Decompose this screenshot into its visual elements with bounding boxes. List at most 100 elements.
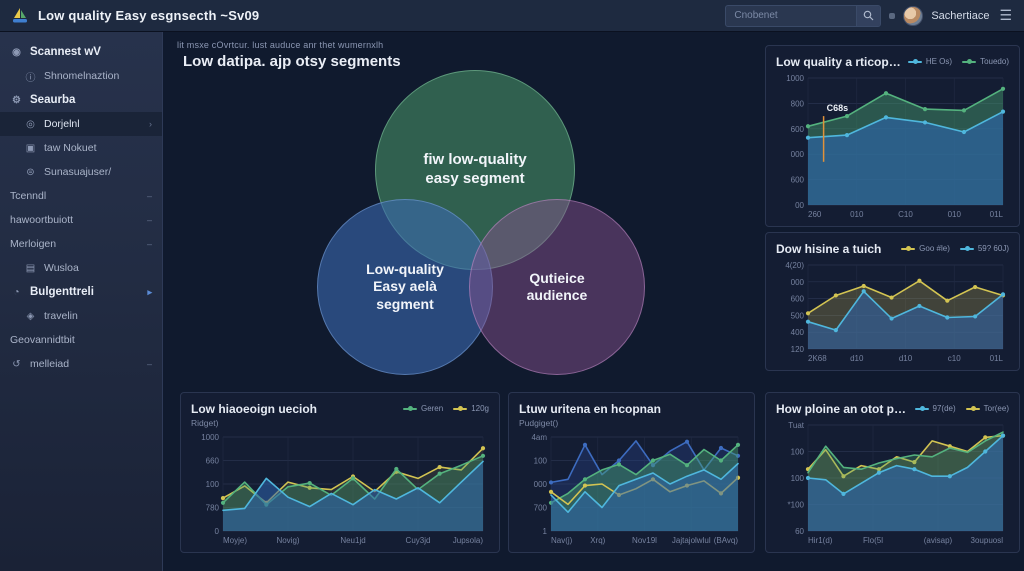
svg-text:01L: 01L — [990, 354, 1004, 363]
chart-card-ltuw-uritena: Ltuw uritena en hcopnan Pudgiget() 4am 100 0… — [508, 392, 755, 553]
svg-text:800: 800 — [791, 99, 805, 108]
svg-text:000: 000 — [534, 480, 548, 489]
sidebar-item-label: Dorjelnl — [44, 118, 80, 130]
main-content: lit msxe cOvrtcur. lust auduce anr thet … — [163, 32, 1024, 571]
svg-text:000: 000 — [791, 278, 805, 287]
ticket-icon: ▣ — [25, 142, 36, 154]
sidebar-item-taw-nokuet[interactable]: ▣ taw Nokuet — [0, 136, 162, 160]
svg-text:Nov19l: Nov19l — [632, 536, 657, 545]
svg-text:700: 700 — [534, 504, 548, 513]
sidebar-item-scannest-wv[interactable]: ◉ Scannest wV — [0, 40, 162, 64]
info-icon: ⓘ — [25, 72, 36, 84]
svg-text:2K68: 2K68 — [808, 354, 827, 363]
sidebar-item-label: Geovannidtbit — [10, 334, 75, 346]
scan-icon: ◉ — [12, 46, 21, 58]
sidebar-item-sunasuajuser[interactable]: ⊜ Sunasuajuser/ — [0, 160, 162, 184]
svg-text:100: 100 — [791, 448, 805, 457]
legend-swatch-icon — [907, 58, 922, 64]
legend-swatch-icon — [914, 405, 929, 411]
legend-swatch-icon — [965, 405, 980, 411]
sidebar-item-melleiad[interactable]: ↺ melleiad – — [0, 352, 162, 376]
svg-text:0: 0 — [215, 527, 220, 536]
venn-label-top: fiw low-quality easy segment — [423, 151, 527, 187]
chart-title: Ltuw uritena en hcopnan — [519, 402, 662, 416]
svg-text:600: 600 — [791, 125, 805, 134]
svg-text:4am: 4am — [531, 433, 547, 442]
sidebar-item-label: Scannest wV — [30, 46, 101, 58]
sidebar-item-wusloa[interactable]: ▤ Wusloa — [0, 256, 162, 280]
chart-title: How ploine an otot piors! — [776, 402, 909, 416]
svg-text:d10: d10 — [899, 354, 913, 363]
window-title: Low quality Easy esgnsecth ~Sv09 — [38, 8, 260, 23]
svg-text:Jajtajolwlul: Jajtajolwlul — [672, 536, 711, 545]
target-icon: ◎ — [26, 118, 35, 130]
venn-circle-left: Low-quality Easy aelà segment — [317, 199, 493, 375]
hamburger-menu-icon[interactable]: ☰ — [999, 7, 1012, 23]
svg-text:01L: 01L — [990, 210, 1004, 219]
legend-entry: 97(de) — [914, 404, 956, 413]
svg-text:Xrq): Xrq) — [590, 536, 605, 545]
gear-icon: ⚙ — [12, 94, 21, 106]
chart-legend: 97(de) Tor(ee) — [914, 402, 1009, 413]
chart-title: Low hiaoeoign uecioh — [191, 402, 317, 416]
venn-diagram: fiw low-quality easy segment Low-quality… — [163, 32, 763, 452]
chevron-right-icon: › — [149, 119, 152, 129]
venn-circle-right: Qutieice audience — [469, 199, 645, 375]
sidebar-item-bulgenttreli[interactable]: ◔ Bulgenttreli ▸ — [0, 280, 162, 304]
svg-text:(avisap): (avisap) — [924, 536, 953, 545]
svg-text:1: 1 — [543, 527, 548, 536]
history-icon: ↺ — [12, 358, 21, 370]
sidebar-item-label: taw Nokuet — [44, 142, 97, 154]
svg-text:3oupuosl: 3oupuosl — [971, 536, 1004, 545]
chart-plot: 4(20) 000 600 500 400 120 2K68 d10 d10 c10 01L — [776, 259, 1009, 364]
legend-swatch-icon — [402, 405, 417, 411]
svg-text:Neu1jd: Neu1jd — [340, 536, 365, 545]
svg-text:Hir1(d): Hir1(d) — [808, 536, 833, 545]
legend-entry: Touedo) — [962, 57, 1009, 66]
notification-icon[interactable] — [889, 12, 896, 19]
search-button[interactable] — [856, 5, 881, 26]
sidebar-item-label: Seaurba — [30, 94, 76, 106]
budget-icon: ◔ — [13, 286, 20, 298]
svg-text:100: 100 — [534, 457, 548, 466]
chart-card-dow-hisine: Dow hisine a tuich Goo #le) 59? 60J) 4(20) 0… — [765, 232, 1020, 371]
svg-text:(BAvq): (BAvq) — [714, 536, 739, 545]
svg-text:Moyje): Moyje) — [223, 536, 247, 545]
chart-subtitle: Pudgiget() — [519, 418, 559, 428]
shield-icon: ◈ — [26, 310, 35, 322]
sidebar-item-merloigen[interactable]: Merloigen – — [0, 232, 162, 256]
sidebar-item-hawoortbuiott[interactable]: hawoortbuiott – — [0, 208, 162, 232]
topbar: Low quality Easy esgnsecth ~Sv09 Sachert… — [0, 0, 1024, 32]
sidebar-menu: ◉ Scannest wV ⓘ Shnomelnaztion ⚙ Seaurba ◎ Dorj… — [0, 32, 163, 571]
card-header: How ploine an otot piors! 97(de) Tor(ee) — [776, 402, 1009, 416]
users-icon: ⊜ — [26, 166, 35, 178]
legend-label: 97(de) — [932, 404, 956, 413]
svg-text:100: 100 — [791, 474, 805, 483]
sidebar-item-geovannidtbit[interactable]: Geovannidtbit — [0, 328, 162, 352]
sidebar-item-travelin[interactable]: ◈ travelin — [0, 304, 162, 328]
search-input[interactable] — [726, 10, 857, 21]
chart-card-how-ploine: How ploine an otot piors! 97(de) Tor(ee) Tu… — [765, 392, 1020, 553]
svg-text:Jupsola): Jupsola) — [453, 536, 484, 545]
sidebar-item-dorjelnl[interactable]: ◎ Dorjelnl › — [0, 112, 162, 136]
legend-swatch-icon — [962, 58, 977, 64]
sidebar-item-seaurba[interactable]: ⚙ Seaurba — [0, 88, 162, 112]
username-label: Sachertiace — [931, 9, 990, 22]
svg-text:c10: c10 — [948, 354, 961, 363]
svg-text:400: 400 — [791, 328, 805, 337]
sidebar-item-label: travelin — [44, 310, 78, 322]
svg-text:1000: 1000 — [786, 74, 804, 83]
sidebar-item-shnomelnaztion[interactable]: ⓘ Shnomelnaztion — [0, 64, 162, 88]
sidebar-item-label: Sunasuajuser/ — [44, 166, 112, 178]
avatar[interactable] — [903, 5, 924, 26]
legend-entry: 120g — [453, 404, 489, 413]
svg-text:500: 500 — [791, 311, 805, 320]
legend-entry: 59? 60J) — [959, 244, 1009, 253]
svg-text:60: 60 — [795, 527, 804, 536]
sidebar-item-tcenndl[interactable]: Tcenndl – — [0, 184, 162, 208]
legend-label: 59? 60J) — [977, 244, 1009, 253]
legend-entry: Goo #le) — [901, 244, 950, 253]
venn-label-left: Low-quality Easy aelà segment — [366, 260, 444, 312]
svg-text:*100: *100 — [788, 501, 805, 510]
